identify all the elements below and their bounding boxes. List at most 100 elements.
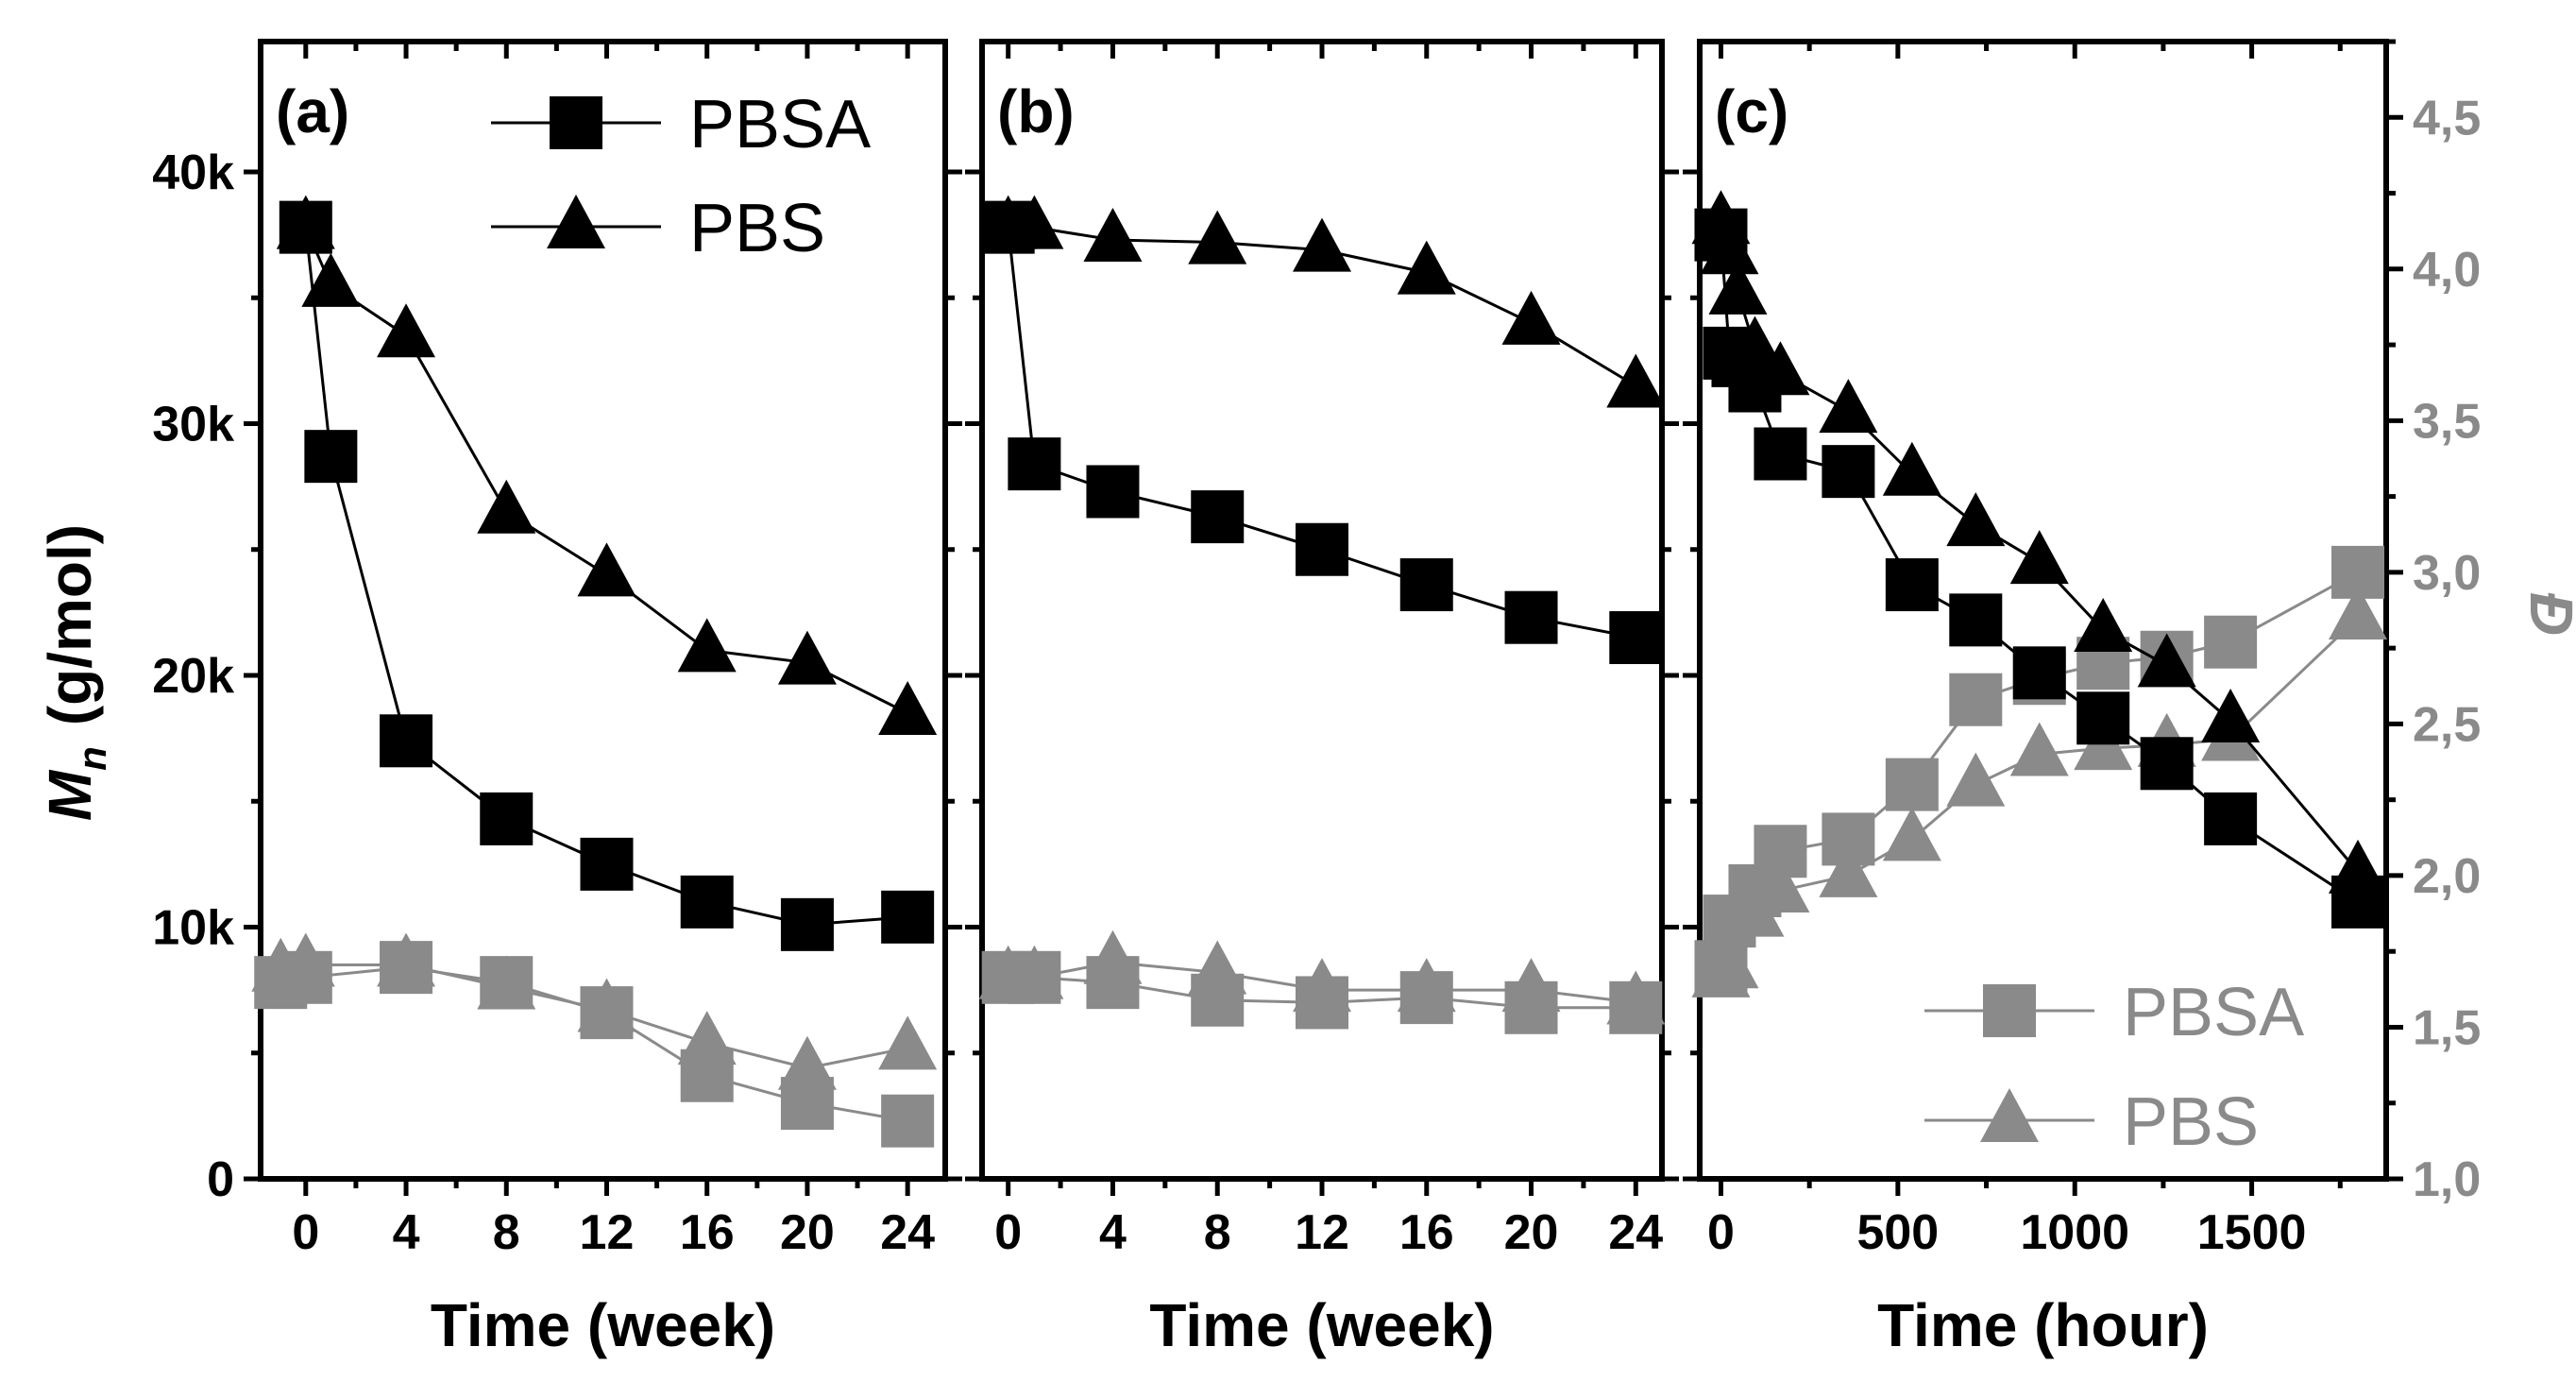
panel-label: (a) [276,77,349,145]
data-point-triangle [1819,843,1878,897]
data-point-square [1399,558,1453,612]
panel-label: (c) [1715,77,1788,145]
x-tick-label: 1500 [2197,1205,2307,1260]
data-point-triangle [1606,970,1666,1025]
x-tick-label: 24 [1608,1205,1663,1260]
data-point-triangle [2137,633,2196,688]
x-axis-title: Time (week) [1149,1291,1494,1359]
x-tick-label: 12 [1295,1205,1349,1260]
x-tick-label: 0 [994,1205,1022,1260]
x-tick-label: 20 [1504,1205,1559,1260]
data-point-triangle [2074,598,2133,653]
data-point-triangle [1691,190,1751,245]
series-line [1007,227,1636,639]
data-point-triangle [477,479,536,534]
x-tick-label: 0 [1707,1205,1735,1260]
series-line [304,227,908,715]
data-point-triangle [1700,934,1759,989]
panel-label: (b) [997,77,1075,145]
y-tick-label: 10k [152,901,234,956]
data-point-triangle [1882,807,1941,861]
data-point-triangle [2201,688,2261,742]
plot-frame [258,39,948,1182]
data-point-triangle [301,252,361,307]
series-pbs-dispersity [978,929,1666,1025]
data-point-square [1754,427,1807,481]
data-point-triangle [1946,492,2006,547]
y2-tick-label: 4,5 [2413,91,2481,145]
data-point-triangle [677,618,737,673]
legend-marker [1980,1088,2039,1142]
y2-tick-label: 1,0 [2413,1152,2481,1207]
x-tick-label: 12 [580,1205,635,1260]
plot-frame [1697,39,2389,1182]
data-point-square [1949,593,2003,647]
y-axis-title-left: Mn(g/mol) [36,524,114,821]
data-point-triangle [1819,379,1878,434]
x-tick-label: 8 [1204,1205,1231,1260]
data-point-square [881,1094,935,1148]
x-tick-label: 4 [393,1205,420,1260]
legend-label: PBSA [689,87,871,162]
data-point-triangle [1751,858,1810,912]
series-pbs [276,195,938,735]
data-point-triangle [878,1015,938,1070]
panel-a: 0 4 8 12 16 20 24 Time (week) 0 10k 20k 30k 40k (a) PB… [152,39,962,1359]
y-axis-title-right: Đ [2517,592,2576,636]
data-point-square [2204,615,2258,669]
data-point-triangle [1005,195,1064,249]
data-point-square [2012,646,2066,700]
data-point-square [1086,465,1140,519]
x-axis-title: Time (week) [431,1291,775,1359]
data-point-triangle [1188,210,1247,264]
series-pbs [1691,190,2388,894]
legend-label: PBS [689,191,825,266]
x-tick-label: 8 [493,1205,520,1260]
data-point-triangle [878,680,938,735]
data-point-triangle [1188,940,1247,995]
data-point-square [1296,522,1348,576]
series-pbsa-dispersity [254,941,935,1148]
data-point-triangle [1708,260,1768,315]
legend: PBSA PBS [1924,975,2304,1160]
data-point-triangle [1700,220,1759,275]
data-point-square [1504,590,1558,644]
panel-c: 0 500 1000 1500 Time (hour) 1,0 1,5 2,0 2,5 3,0 3,… [1683,39,2481,1359]
data-point-triangle [1293,958,1351,1013]
y2-tick-label: 3,5 [2413,394,2481,449]
data-point-square [881,890,935,944]
data-point-triangle [1882,441,1941,496]
data-point-triangle [777,1035,837,1090]
data-point-triangle [577,978,636,1032]
legend-marker [547,195,605,248]
data-point-triangle [1083,929,1143,984]
data-point-square [1609,611,1663,665]
y-tick-label: 30k [152,398,234,452]
series-pbs [978,195,1666,408]
legend-label: PBS [2123,1084,2259,1160]
x-tick-label: 500 [1856,1205,1939,1260]
x-tick-label: 24 [880,1205,935,1260]
data-point-triangle [1501,958,1561,1013]
data-point-triangle [477,955,536,1010]
panel-b: 0 4 8 12 16 20 24 Time (week) (b) [965,39,1679,1359]
data-point-triangle [1725,315,1785,370]
data-point-square [2204,792,2258,845]
data-point-square [2076,691,2130,745]
data-point-triangle [1606,353,1666,408]
legend-marker [1983,984,2036,1037]
data-point-triangle [276,195,335,249]
x-tick-label: 1000 [2020,1205,2129,1260]
data-point-triangle [2009,530,2069,585]
data-point-triangle [1083,207,1143,262]
series-pbsa [279,200,935,951]
data-point-square [1885,558,1939,612]
y2-tick-label: 4,0 [2413,243,2481,298]
data-point-triangle [377,303,436,358]
y2-tick-label: 2,0 [2413,849,2481,904]
y-tick-label: 0 [207,1152,234,1207]
data-point-square [1191,490,1245,544]
data-point-square [1949,673,2003,726]
x-tick-label: 16 [680,1205,735,1260]
